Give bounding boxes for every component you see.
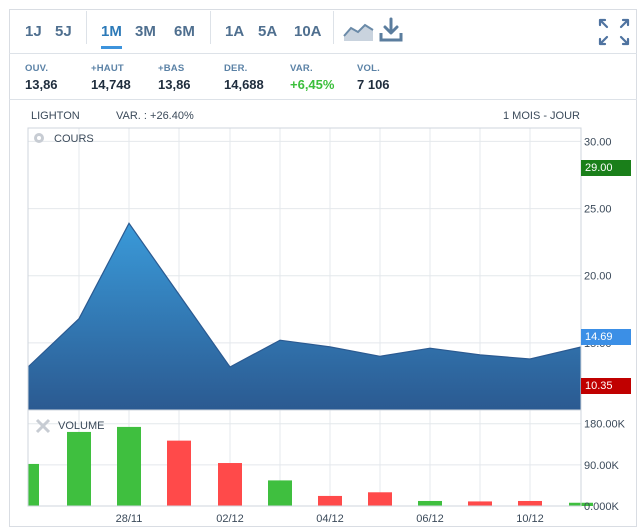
stat-open: OUV. 13,86	[25, 63, 58, 92]
stat-value: 7 106	[357, 77, 390, 92]
volume-bar	[167, 440, 191, 506]
volume-bar	[218, 463, 242, 506]
toolbar-divider	[86, 11, 87, 44]
range-3m[interactable]: 3M	[135, 23, 156, 40]
price-series	[27, 222, 582, 410]
price-axis-label: 30.00	[584, 136, 612, 148]
date-axis-label: 10/12	[516, 513, 544, 525]
price-axis-label: 25.00	[584, 204, 612, 216]
stat-value: 14,748	[91, 77, 131, 92]
price-panel-label: COURS	[54, 133, 94, 145]
stat-label: VOL.	[357, 63, 380, 74]
period-toolbar: 1J 5J 1M 3M 6M 1A 5A 10A	[9, 9, 637, 54]
date-axis-label: 06/12	[416, 513, 444, 525]
range-1m[interactable]: 1M	[101, 23, 122, 49]
stat-value: 13,86	[25, 77, 58, 92]
download-icon[interactable]	[379, 17, 403, 48]
volume-bar	[28, 463, 39, 506]
chart-widget	[9, 9, 637, 527]
stat-low: +BAS 13,86	[158, 63, 191, 92]
fullscreen-icon[interactable]	[598, 18, 630, 51]
period-interval: 1 MOIS - JOUR	[503, 110, 581, 122]
gear-icon[interactable]	[34, 133, 44, 143]
volume-bar	[368, 492, 392, 506]
last-price-badge: 14.69	[581, 329, 631, 345]
stat-variation: VAR. +6,45%	[290, 63, 334, 92]
stat-last: DER. 14,688	[224, 63, 264, 92]
volume-series	[28, 426, 593, 506]
stat-label: +HAUT	[91, 63, 124, 74]
stat-high: +HAUT 14,748	[91, 63, 131, 92]
volume-bar	[468, 501, 492, 506]
stat-value: 14,688	[224, 77, 264, 92]
volume-bar	[518, 500, 542, 506]
range-6m[interactable]: 6M	[174, 23, 195, 40]
stat-volume: VOL. 7 106	[357, 63, 390, 92]
close-icon[interactable]	[35, 418, 51, 434]
volume-panel-label: VOLUME	[58, 420, 104, 432]
stat-label: DER.	[224, 63, 248, 74]
range-1j[interactable]: 1J	[25, 23, 42, 40]
chart-type-icon[interactable]	[343, 20, 375, 47]
instrument-name: LIGHTON	[31, 110, 80, 122]
high-price-badge: 29.00	[581, 160, 631, 176]
price-area-fill	[28, 223, 581, 410]
stat-value: +6,45%	[290, 77, 335, 92]
volume-bar	[67, 431, 91, 506]
volume-bar	[268, 480, 292, 506]
date-axis-label: 02/12	[216, 513, 244, 525]
date-axis-label: 04/12	[316, 513, 344, 525]
low-price-badge: 10.35	[581, 378, 631, 394]
volume-axis-label: 0.000K	[584, 501, 620, 513]
chart-grid	[28, 128, 581, 506]
stat-label: +BAS	[158, 63, 185, 74]
volume-axis-label: 90.00K	[584, 460, 620, 472]
volume-axis-label: 180.00K	[584, 419, 626, 431]
toolbar-divider	[333, 11, 334, 44]
toolbar-divider	[210, 11, 211, 44]
range-10a[interactable]: 10A	[294, 23, 322, 40]
price-axis-label: 20.00	[584, 271, 612, 283]
volume-panel-border	[27, 409, 582, 507]
price-line	[27, 222, 582, 368]
range-5a[interactable]: 5A	[258, 23, 278, 40]
date-axis-label: 28/11	[116, 513, 143, 525]
range-1a[interactable]: 1A	[225, 23, 245, 40]
quote-stats: OUV. 13,86 +HAUT 14,748 +BAS 13,86 DER. …	[9, 54, 637, 100]
stat-value: 13,86	[158, 77, 191, 92]
stat-label: VAR.	[290, 63, 313, 74]
volume-bar	[418, 500, 442, 506]
volume-bar	[117, 426, 141, 506]
range-5j[interactable]: 5J	[55, 23, 72, 40]
volume-bar	[318, 495, 342, 506]
period-variation: VAR. : +26.40%	[116, 110, 194, 122]
stat-label: OUV.	[25, 63, 49, 74]
